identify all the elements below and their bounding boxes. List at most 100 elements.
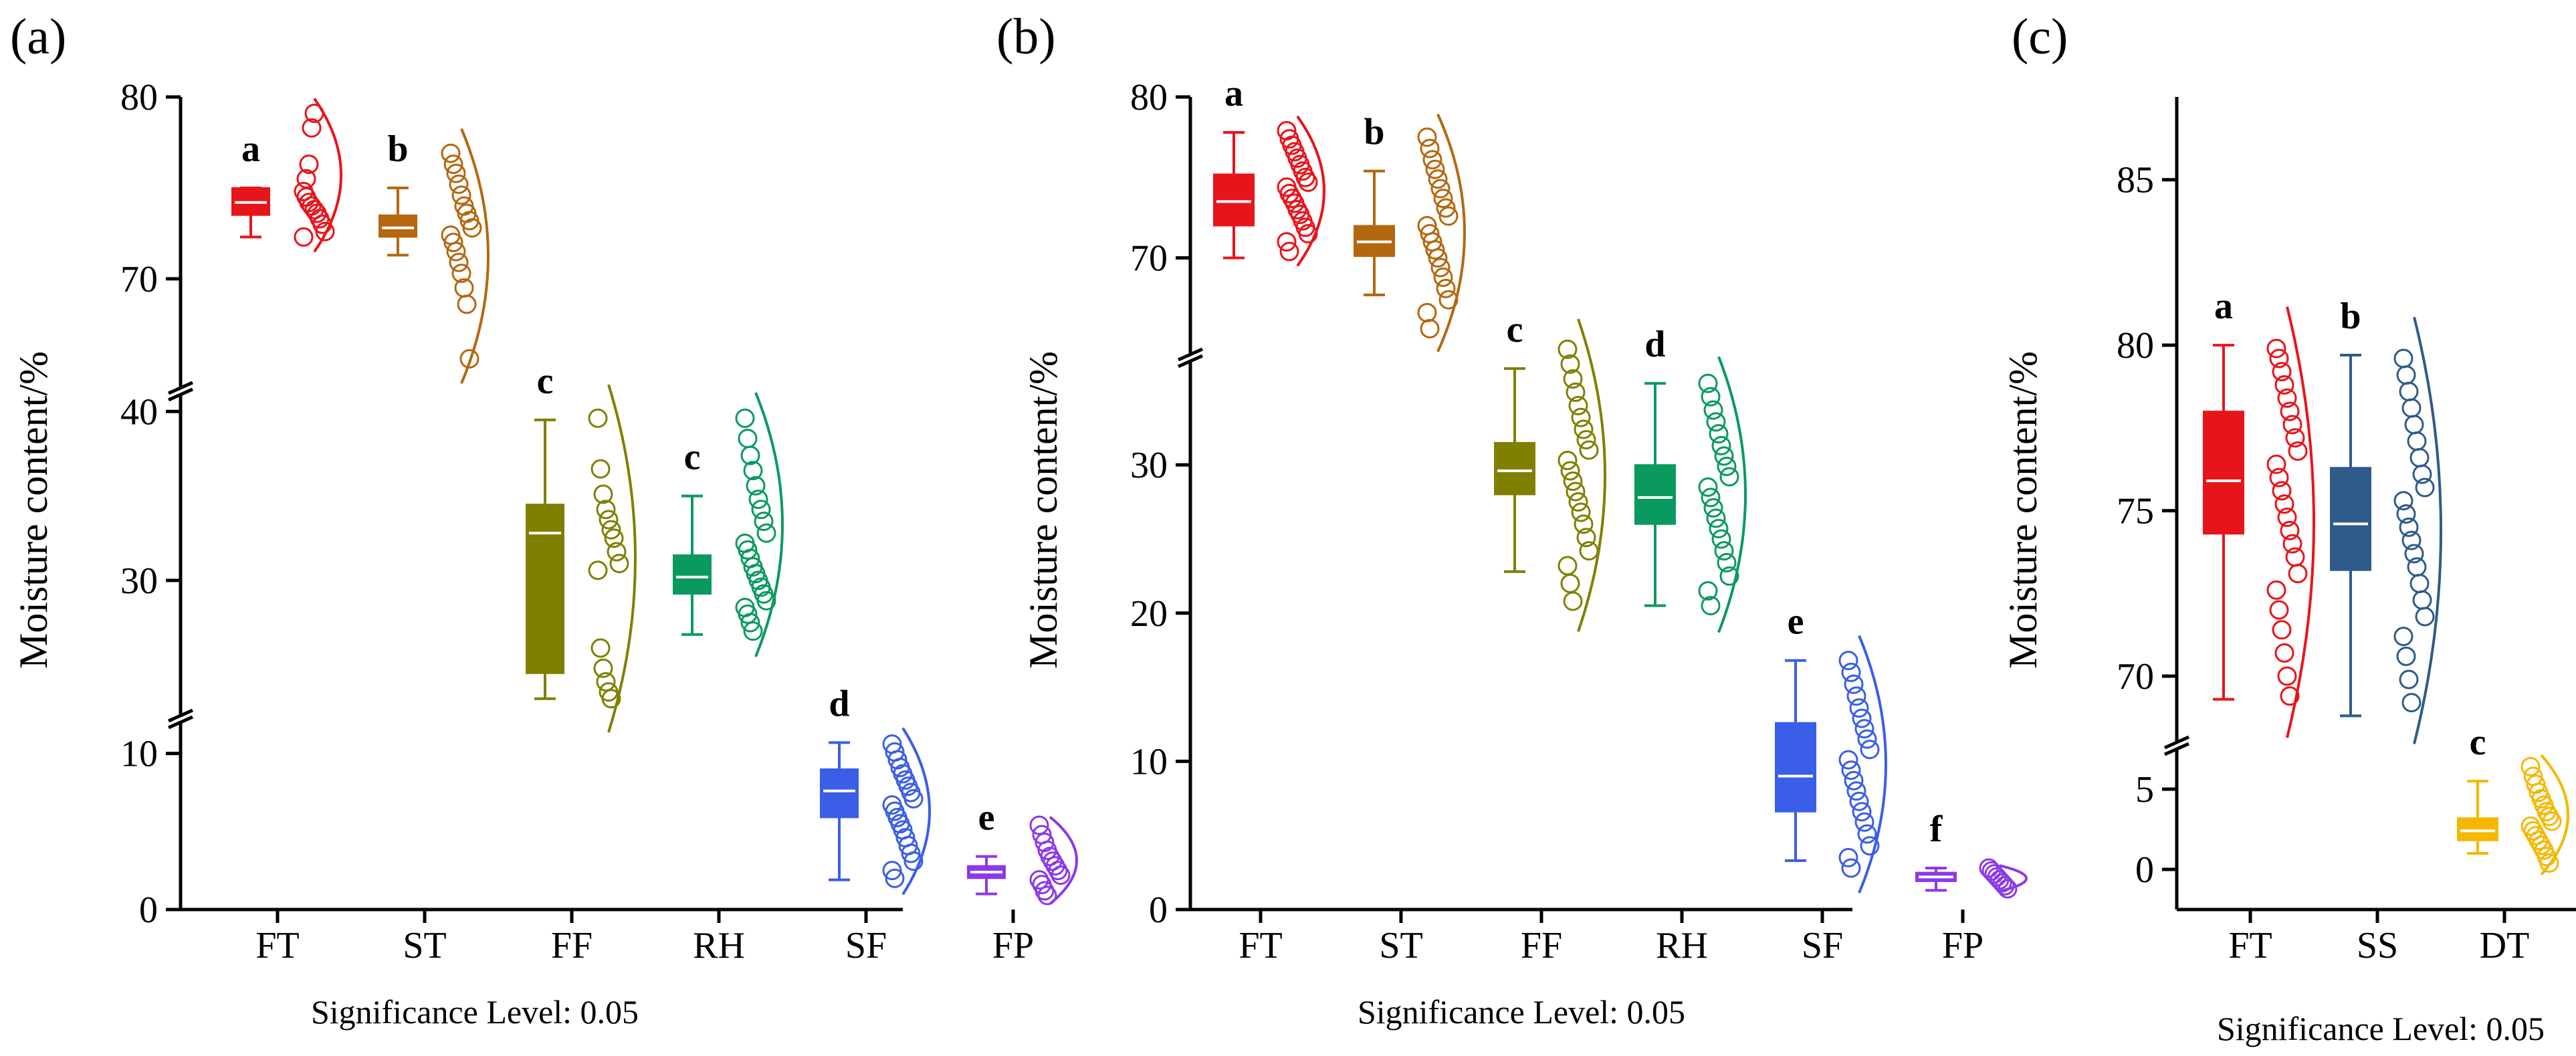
panel-a-axis-break-mark bbox=[167, 387, 194, 402]
panel-a-data-point bbox=[591, 459, 611, 479]
panel-c-data-point bbox=[2539, 853, 2559, 873]
panel-c-data-point bbox=[2269, 348, 2289, 368]
panel-a-data-point bbox=[601, 520, 621, 540]
panel-a-y-tick-label: 0 bbox=[139, 889, 158, 931]
panel-c-data-point bbox=[2393, 491, 2413, 511]
panel-b-data-point bbox=[1698, 581, 1718, 601]
panel-c-data-point bbox=[2269, 467, 2289, 488]
panel-b-data-point bbox=[1714, 446, 1734, 466]
panel-a-x-tick-label: FP bbox=[992, 925, 1034, 966]
panel-c-data-point bbox=[2409, 447, 2430, 467]
panel-c-label: (c) bbox=[2012, 9, 2068, 65]
panel-a-data-point bbox=[604, 528, 624, 548]
panel-a-data-point bbox=[903, 788, 924, 809]
panel-b-y-tick-label: 20 bbox=[1130, 593, 1168, 635]
panel-b-data-point bbox=[1719, 566, 1739, 586]
panel-b-data-point bbox=[1995, 876, 2015, 896]
panel-b-data-point bbox=[1433, 189, 1453, 209]
panel-a-data-point bbox=[740, 613, 760, 633]
panel-c-data-point bbox=[2277, 388, 2297, 408]
panel-c-data-point bbox=[2401, 693, 2422, 713]
panel-b-data-point bbox=[1838, 847, 1858, 867]
panel-c-data-point bbox=[2407, 557, 2427, 577]
panel-b-data-point bbox=[1560, 354, 1580, 374]
panel-c-data-point bbox=[2272, 481, 2292, 501]
panel-a-data-point bbox=[449, 175, 469, 194]
panel-b-data-point bbox=[1841, 858, 1861, 878]
panel-a-data-point bbox=[887, 750, 907, 770]
panel-b-data-point bbox=[1579, 440, 1599, 460]
panel-a-data-point bbox=[443, 233, 463, 252]
panel-a-data-point bbox=[446, 241, 466, 261]
panel-b-y-tick-label: 0 bbox=[1149, 889, 1168, 931]
panel-b-data-point bbox=[1568, 492, 1588, 512]
panel-b-data-point bbox=[1558, 556, 1578, 576]
panel-c-data-point bbox=[2266, 580, 2286, 600]
panel-c-data-point bbox=[2399, 381, 2419, 401]
panel-c-data-point bbox=[2272, 620, 2292, 640]
panel-b-data-point bbox=[1566, 383, 1586, 403]
panel-a-data-point bbox=[1045, 856, 1065, 876]
panel-c-data-point bbox=[2288, 564, 2308, 584]
panel-c-y-tick-label: 5 bbox=[2135, 769, 2154, 811]
panel-a-data-point bbox=[748, 490, 768, 510]
panel-c-y-tick-label: 85 bbox=[2117, 160, 2154, 201]
panel-c-box bbox=[2457, 817, 2498, 841]
panel-a-data-point bbox=[441, 143, 461, 163]
panel-c-data-point bbox=[2396, 646, 2416, 666]
panel-a-y-tick-label: 70 bbox=[120, 259, 158, 300]
panel-c-data-point bbox=[2401, 398, 2422, 418]
panel-b-data-point bbox=[1576, 528, 1596, 548]
panel-a-data-point bbox=[601, 689, 621, 709]
panel-c-x-tick-label: DT bbox=[2480, 925, 2530, 966]
panel-a-data-point bbox=[903, 851, 924, 871]
panel-b-data-point bbox=[1854, 812, 1874, 832]
panel-a-footer: Significance Level: 0.05 bbox=[311, 993, 639, 1031]
panel-c-data-point bbox=[2269, 600, 2289, 620]
panel-b-data-point bbox=[1857, 729, 1877, 749]
panel-a-data-point bbox=[1035, 881, 1055, 901]
panel-c-data-point bbox=[2272, 362, 2292, 382]
panel-b-data-point bbox=[1571, 502, 1591, 522]
panel-b-density-curve bbox=[1858, 635, 1887, 893]
panel-c-data-point bbox=[2288, 441, 2308, 461]
panel-b-data-point bbox=[1560, 573, 1580, 593]
panel-a-data-point bbox=[609, 554, 629, 574]
panel-a-box bbox=[379, 214, 417, 238]
panel-c-data-point bbox=[2520, 756, 2541, 776]
panel-b-x-tick-label: RH bbox=[1656, 925, 1708, 966]
panel-b-density-curve bbox=[1436, 113, 1466, 352]
panel-a-data-point bbox=[1029, 870, 1049, 890]
panel-a-data-point bbox=[885, 868, 905, 888]
panel-b-data-point bbox=[1698, 477, 1718, 497]
panel-b-data-point bbox=[1422, 150, 1442, 170]
panel-c-data-point bbox=[2412, 590, 2432, 610]
panel-c-density-curve bbox=[2286, 306, 2315, 738]
panel-b-data-point bbox=[1714, 541, 1734, 561]
panel-b-data-point bbox=[1844, 770, 1864, 790]
panel-c-y-tick-label: 70 bbox=[2117, 656, 2154, 698]
panel-a-significance-letter: e bbox=[978, 797, 995, 839]
panel-b-data-point bbox=[1574, 419, 1594, 439]
panel-a-box bbox=[820, 768, 859, 819]
panel-a-data-point bbox=[294, 227, 314, 247]
panel-a-data-point bbox=[743, 461, 763, 481]
panel-c-data-point bbox=[2266, 338, 2286, 358]
panel-c-data-point bbox=[2396, 504, 2416, 524]
panel-c-significance-letter: a bbox=[2214, 286, 2233, 327]
panel-b-x-tick-label: SF bbox=[1802, 925, 1843, 966]
panel-a-significance-letter: b bbox=[387, 128, 408, 170]
panel-b-data-point bbox=[1701, 488, 1721, 508]
panel-a-data-point bbox=[299, 154, 319, 175]
panel-b-data-point bbox=[1706, 508, 1726, 528]
panel-a-box bbox=[673, 554, 712, 595]
panel-b-data-point bbox=[1852, 802, 1872, 822]
panel-b-data-point bbox=[1568, 395, 1588, 415]
panel-c-data-point bbox=[2401, 530, 2422, 550]
panel-b-significance-letter: f bbox=[1930, 809, 1943, 850]
panel-a-data-point bbox=[756, 523, 776, 543]
panel-b-data-point bbox=[1563, 591, 1583, 611]
panel-b-data-point bbox=[1566, 482, 1586, 502]
panel-c-density-curve bbox=[2413, 316, 2442, 744]
